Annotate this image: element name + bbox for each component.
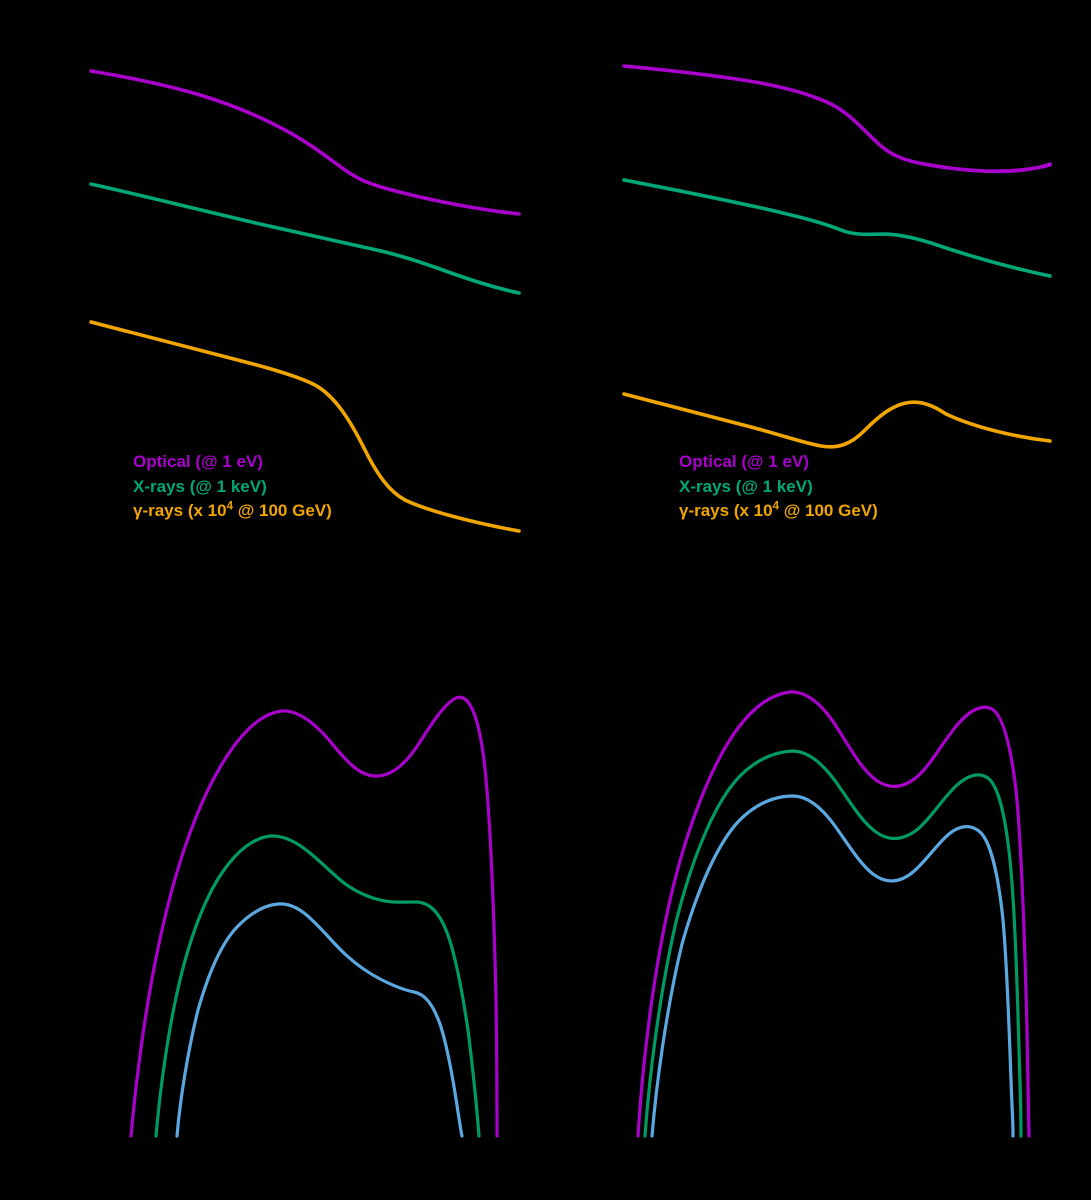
legend-entry-xray: X-rays (@ 1 keV) — [679, 476, 813, 496]
curve-optical-top-left — [89, 69, 521, 216]
legend-gamma-post: @ 100 GeV) — [779, 501, 878, 521]
curve-xray-top-right — [622, 178, 1052, 278]
sed-curve-xray-bottom-right — [643, 749, 1023, 1138]
panel-bottom-left — [0, 600, 545, 1200]
panel-bottom-left-plot — [129, 695, 499, 1138]
curve-xray-top-left — [89, 182, 521, 295]
legend-gamma-exponent: 4 — [226, 500, 233, 513]
legend-gamma-pre: γ-rays (x 10 — [679, 501, 773, 521]
sed-curve-radio-bottom-left — [175, 902, 464, 1138]
panel-top-right: Optical (@ 1 eV) X-rays (@ 1 keV) γ-rays… — [546, 0, 1091, 600]
legend-gamma-exponent: 4 — [772, 500, 779, 513]
curve-gamma-top-left — [89, 320, 521, 533]
panel-top-left-plot — [89, 69, 521, 533]
panel-bottom-right — [546, 600, 1091, 1200]
sed-curve-radio-bottom-right — [650, 794, 1015, 1138]
legend-entry-optical: Optical (@ 1 eV) — [679, 452, 809, 471]
legend-gamma-pre: γ-rays (x 10 — [133, 501, 227, 521]
panel-bottom-right-plot — [636, 690, 1031, 1138]
legend-top-right: Optical (@ 1 eV) X-rays (@ 1 keV) γ-rays… — [679, 450, 878, 524]
legend-entry-gamma: γ-rays (x 104 @ 100 GeV) — [133, 499, 332, 524]
curve-optical-top-right-b — [922, 162, 1052, 173]
legend-entry-xray: X-rays (@ 1 keV) — [133, 476, 267, 496]
panel-top-left: Optical (@ 1 eV) X-rays (@ 1 keV) γ-rays… — [0, 0, 545, 600]
legend-entry-gamma: γ-rays (x 104 @ 100 GeV) — [679, 499, 878, 524]
sed-curve-xray-bottom-left — [154, 834, 481, 1138]
panel-top-right-plot — [622, 64, 1052, 449]
sed-curve-optical-bottom-right — [636, 690, 1031, 1138]
sed-curve-optical-bottom-left — [129, 695, 499, 1138]
curve-optical-top-right — [622, 64, 1052, 174]
legend-top-left: Optical (@ 1 eV) X-rays (@ 1 keV) γ-rays… — [133, 450, 332, 524]
legend-entry-optical: Optical (@ 1 eV) — [133, 452, 263, 471]
curve-gamma-top-right — [622, 392, 1052, 449]
legend-gamma-post: @ 100 GeV) — [233, 501, 332, 521]
